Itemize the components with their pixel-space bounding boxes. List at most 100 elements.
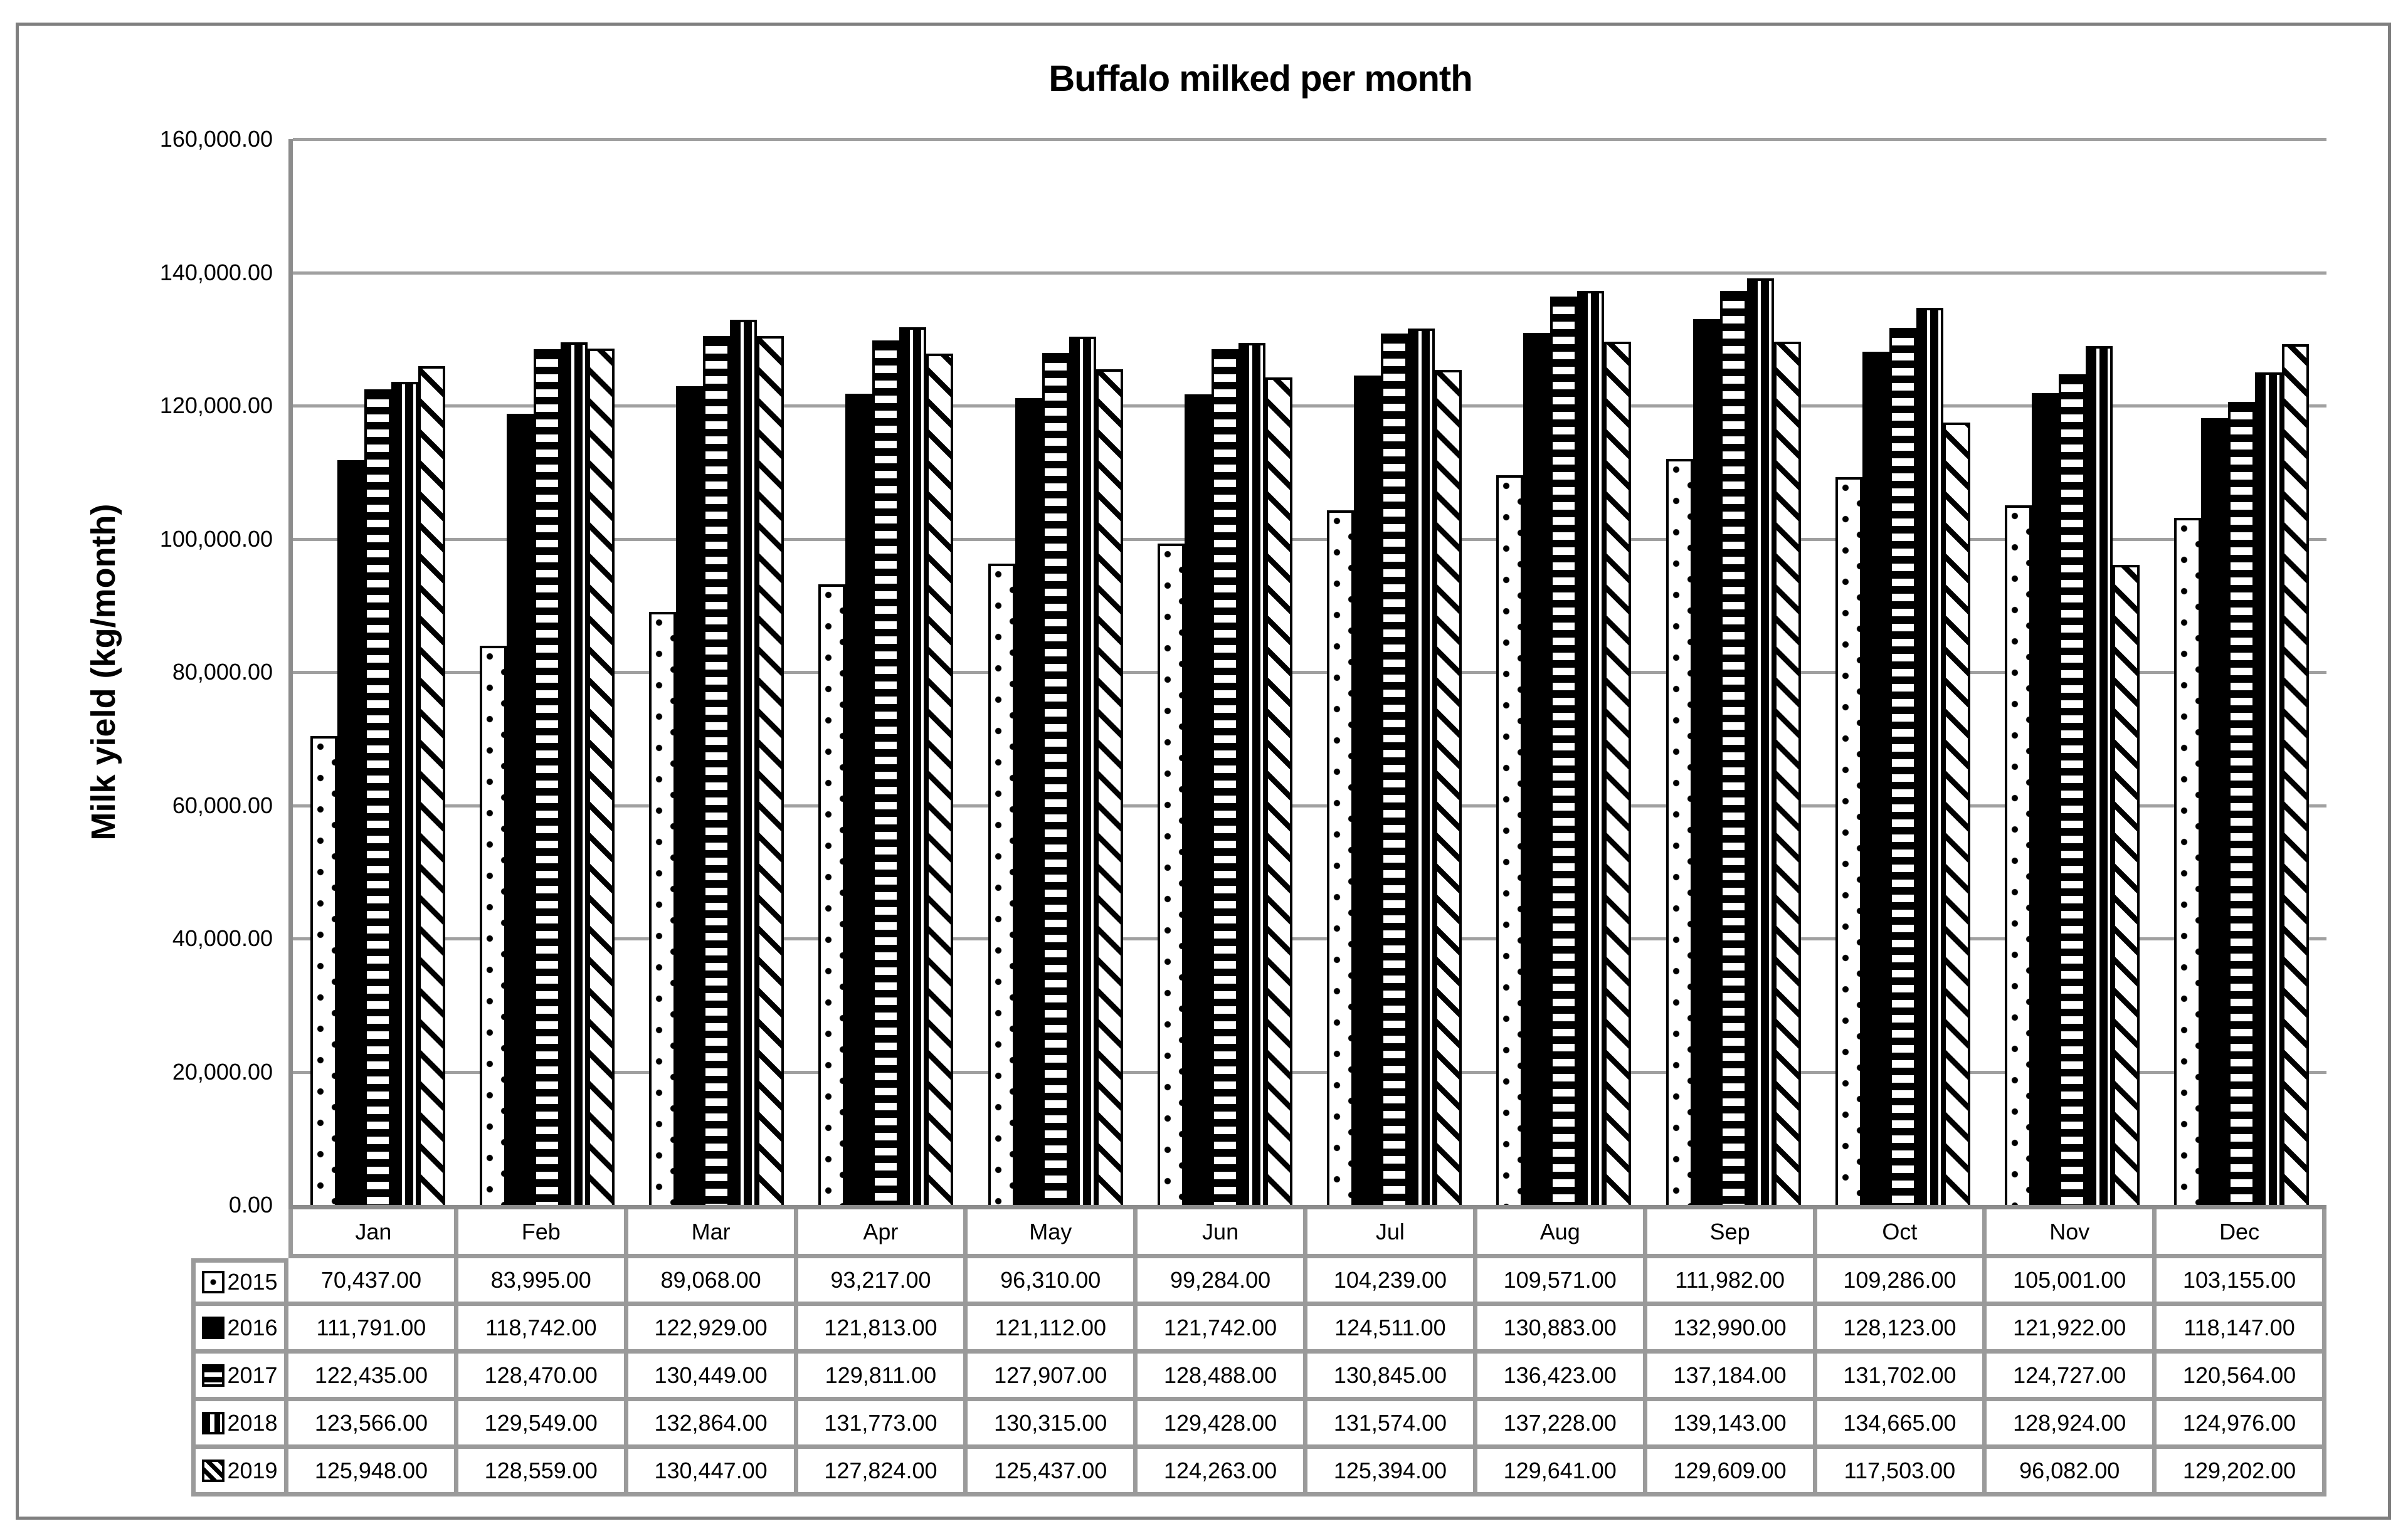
value-2019-aug: 129,641.00 xyxy=(1477,1449,1647,1497)
plot-area: 160,000.00 140,000.00 120,000.00 100,000.00… xyxy=(160,126,2326,1218)
legend-key-2015 xyxy=(202,1271,225,1293)
month-group-oct xyxy=(1818,139,1987,1205)
bar-2019-feb xyxy=(587,349,615,1205)
value-2018-sep: 139,143.00 xyxy=(1647,1401,1817,1449)
value-2015-aug: 109,571.00 xyxy=(1477,1258,1647,1306)
bar-2015-jun xyxy=(1157,544,1185,1205)
chart-title: Buffalo milked per month xyxy=(1048,58,1472,99)
value-2016-sep: 132,990.00 xyxy=(1647,1306,1817,1354)
value-2018-jun: 129,428.00 xyxy=(1138,1401,1307,1449)
value-2018-nov: 128,924.00 xyxy=(1987,1401,2157,1449)
value-2018-jul: 131,574.00 xyxy=(1307,1401,1477,1449)
bar-2016-apr xyxy=(845,393,873,1205)
bar-2018-mar xyxy=(730,320,758,1205)
year-cell-2016: 2016 xyxy=(191,1306,288,1354)
year-cell-2017: 2017 xyxy=(191,1354,288,1401)
month-header-nov: Nov xyxy=(1987,1209,2157,1258)
bar-2018-jan xyxy=(391,382,418,1205)
bar-2015-nov xyxy=(2005,505,2032,1205)
bar-2017-jul xyxy=(1381,333,1408,1205)
legend-key-2018 xyxy=(202,1411,225,1434)
value-2015-sep: 111,982.00 xyxy=(1647,1258,1817,1306)
year-label-2016: 2016 xyxy=(227,1314,278,1340)
value-2015-mar: 89,068.00 xyxy=(628,1258,798,1306)
month-group-jan xyxy=(293,139,462,1205)
value-2019-jun: 124,263.00 xyxy=(1138,1449,1307,1497)
month-group-may xyxy=(971,139,1140,1205)
value-2019-apr: 127,824.00 xyxy=(798,1449,968,1497)
bar-2016-jun xyxy=(1184,394,1212,1205)
value-2016-jan: 111,791.00 xyxy=(288,1306,458,1354)
bar-2019-dec xyxy=(2282,344,2310,1205)
value-2018-feb: 129,549.00 xyxy=(458,1401,628,1449)
bar-2015-sep xyxy=(1666,459,1693,1205)
year-cell-2019: 2019 xyxy=(191,1449,288,1497)
value-2017-mar: 130,449.00 xyxy=(628,1354,798,1401)
year-label-2018: 2018 xyxy=(227,1409,278,1436)
bar-2019-jan xyxy=(418,366,445,1205)
value-2016-feb: 118,742.00 xyxy=(458,1306,628,1354)
value-2017-sep: 137,184.00 xyxy=(1647,1354,1817,1401)
bar-2016-jan xyxy=(337,460,364,1205)
gridline-120000 xyxy=(293,404,2326,408)
month-header-jun: Jun xyxy=(1138,1209,1307,1258)
year-label-2019: 2019 xyxy=(227,1457,278,1483)
bar-2019-jun xyxy=(1265,377,1292,1205)
value-2019-jul: 125,394.00 xyxy=(1307,1449,1477,1497)
bar-2017-jan xyxy=(364,389,391,1205)
bar-2017-nov xyxy=(2059,374,2086,1205)
bar-2019-oct xyxy=(1943,422,1970,1205)
bar-2016-dec xyxy=(2201,418,2229,1205)
gridline-40000 xyxy=(293,937,2326,940)
month-group-apr xyxy=(801,139,971,1205)
bar-2018-sep xyxy=(1746,278,1774,1205)
value-2016-aug: 130,883.00 xyxy=(1477,1306,1647,1354)
month-group-jul xyxy=(1310,139,1479,1205)
month-group-sep xyxy=(1649,139,1818,1205)
value-2018-dec: 124,976.00 xyxy=(2157,1401,2326,1449)
bars-layer xyxy=(293,139,2326,1205)
value-2019-dec: 129,202.00 xyxy=(2157,1449,2326,1497)
month-group-jun xyxy=(1140,139,1309,1205)
gridline-140000 xyxy=(293,271,2326,275)
month-group-nov xyxy=(1988,139,2157,1205)
legend-key-2019 xyxy=(202,1459,225,1482)
legend-key-2017 xyxy=(202,1364,225,1387)
legend-key-2016 xyxy=(202,1316,225,1339)
value-2019-mar: 130,447.00 xyxy=(628,1449,798,1497)
bar-2017-oct xyxy=(1889,327,1916,1205)
y-tick-label: 120,000.00 xyxy=(159,392,273,418)
value-2017-apr: 129,811.00 xyxy=(798,1354,968,1401)
bar-2015-oct xyxy=(1835,476,1862,1205)
value-2016-oct: 128,123.00 xyxy=(1817,1306,1987,1354)
value-2018-may: 130,315.00 xyxy=(968,1401,1138,1449)
value-2019-jan: 125,948.00 xyxy=(288,1449,458,1497)
value-2019-may: 125,437.00 xyxy=(968,1449,1138,1497)
value-2015-may: 96,310.00 xyxy=(968,1258,1138,1306)
y-axis-title: Milk yield (kg/month) xyxy=(85,503,122,841)
bar-2015-dec xyxy=(2174,517,2202,1205)
y-tick-label: 20,000.00 xyxy=(172,1058,273,1085)
bar-2016-mar xyxy=(676,386,704,1205)
bar-2016-jul xyxy=(1354,376,1381,1205)
bar-2015-feb xyxy=(479,645,507,1205)
bar-2019-sep xyxy=(1773,341,1801,1205)
y-tick-label: 100,000.00 xyxy=(159,525,273,552)
bar-2016-sep xyxy=(1692,318,1720,1205)
bar-2017-apr xyxy=(872,340,900,1205)
value-2015-oct: 109,286.00 xyxy=(1817,1258,1987,1306)
bar-2017-mar xyxy=(703,335,731,1205)
value-2016-mar: 122,929.00 xyxy=(628,1306,798,1354)
bar-2016-may xyxy=(1015,398,1042,1205)
bar-2017-aug xyxy=(1550,296,1578,1205)
value-2018-mar: 132,864.00 xyxy=(628,1401,798,1449)
bar-2018-aug xyxy=(1577,290,1605,1205)
gridline-160000 xyxy=(293,138,2326,141)
bar-2015-mar xyxy=(649,611,677,1205)
value-2019-oct: 117,503.00 xyxy=(1817,1449,1987,1497)
bar-2016-oct xyxy=(1862,351,1889,1205)
y-tick-label: 40,000.00 xyxy=(172,925,273,951)
bar-2019-nov xyxy=(2113,565,2140,1205)
bar-2018-jun xyxy=(1238,342,1265,1205)
y-tick-label: 0.00 xyxy=(228,1192,273,1218)
